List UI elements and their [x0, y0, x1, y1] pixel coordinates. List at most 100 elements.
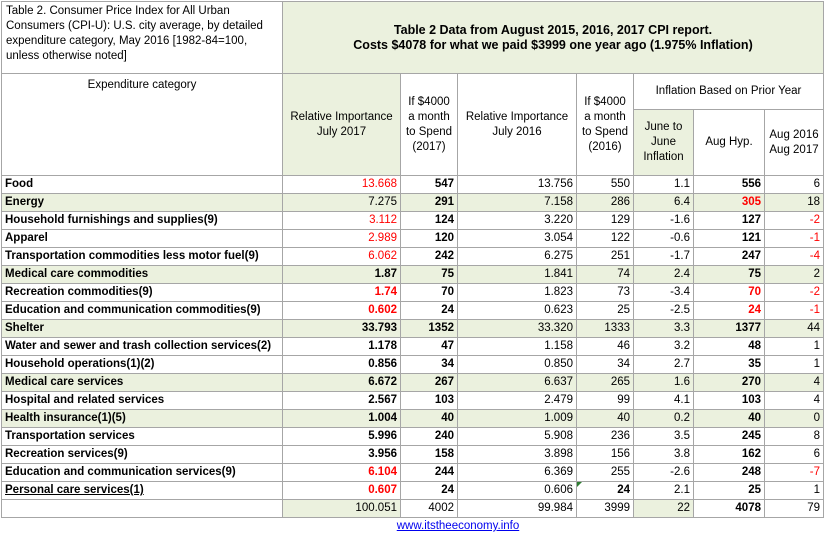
june-inflation-cell: 2.1	[633, 481, 694, 500]
spend-2016-cell: 25	[576, 301, 634, 320]
spend-2017-cell: 103	[400, 391, 458, 410]
category-cell: Health insurance(1)(5)	[1, 409, 283, 428]
rel-2017-cell: 33.793	[282, 319, 401, 338]
rel-2016-cell: 1.158	[457, 337, 577, 356]
spend-2017-cell: 240	[400, 427, 458, 446]
rel-2016-cell: 3.220	[457, 211, 577, 230]
category-cell: Hospital and related services	[1, 391, 283, 410]
spend-2017-cell: 120	[400, 229, 458, 248]
table-row: Water and sewer and trash collection ser…	[1, 337, 824, 356]
rel-2017-cell: 13.668	[282, 175, 401, 194]
table-row: Energy 7.275 291 7.158 286 6.4 305 18	[1, 193, 824, 212]
rel-2017-cell: 0.602	[282, 301, 401, 320]
aug-diff-cell: 6	[763, 445, 824, 464]
spend-2016-cell: 251	[576, 247, 634, 266]
category-cell: Medical care services	[1, 373, 283, 392]
june-inflation-cell: 4.1	[633, 391, 694, 410]
spend-2016-cell: 74	[576, 265, 634, 284]
table-row: Education and communication services(9) 6…	[1, 463, 824, 482]
header-rel-2017: Relative Importance July 2017	[282, 73, 401, 176]
rel-2017-cell: 0.607	[282, 481, 401, 500]
rel-2016-cell: 6.637	[457, 373, 577, 392]
aug-diff-cell: -2	[763, 283, 824, 302]
rel-2017-cell: 6.104	[282, 463, 401, 482]
aug-hyp-cell: 70	[693, 283, 765, 302]
june-inflation-cell: -2.6	[633, 463, 694, 482]
table-row: Household furnishings and supplies(9) 3.1…	[1, 211, 824, 230]
aug-diff-cell: 4	[763, 373, 824, 392]
category-cell: Education and communication commodities(…	[1, 301, 283, 320]
rel-2017-cell: 1.87	[282, 265, 401, 284]
spend-2016-cell: 73	[576, 283, 634, 302]
spend-2017-cell: 1352	[400, 319, 458, 338]
category-cell: Personal care services(1)	[1, 481, 283, 500]
category-cell: Apparel	[1, 229, 283, 248]
website-link[interactable]: www.itstheeconomy.info	[396, 520, 520, 532]
rel-2017-cell: 6.062	[282, 247, 401, 266]
total-aug-diff: 79	[763, 499, 824, 518]
aug-diff-cell: -2	[763, 211, 824, 230]
table-row: Apparel 2.989 120 3.054 122 -0.6 121 -1	[1, 229, 824, 248]
category-cell: Transportation services	[1, 427, 283, 446]
spend-2016-cell: 255	[576, 463, 634, 482]
june-inflation-cell: 3.3	[633, 319, 694, 338]
header-june: June to June Inflation	[633, 109, 694, 176]
category-cell: Water and sewer and trash collection ser…	[1, 337, 283, 356]
header-aug-hyp: Aug Hyp.	[693, 109, 765, 176]
aug-diff-cell: -1	[763, 229, 824, 248]
rel-2017-cell: 1.74	[282, 283, 401, 302]
aug-diff-cell: -7	[763, 463, 824, 482]
report-banner: Table 2 Data from August 2015, 2016, 201…	[281, 1, 824, 74]
spend-2016-cell: 265	[576, 373, 634, 392]
aug-diff-cell: 44	[763, 319, 824, 338]
spend-2016-cell: 236	[576, 427, 634, 446]
spend-2017-cell: 244	[400, 463, 458, 482]
aug-hyp-cell: 247	[693, 247, 765, 266]
rel-2016-cell: 1.009	[457, 409, 577, 428]
total-rel-2016: 99.984	[457, 499, 577, 518]
aug-diff-cell: 1	[763, 337, 824, 356]
aug-hyp-cell: 25	[693, 481, 765, 500]
aug-hyp-cell: 103	[693, 391, 765, 410]
june-inflation-cell: -1.6	[633, 211, 694, 230]
spend-2017-cell: 70	[400, 283, 458, 302]
aug-diff-cell: 2	[763, 265, 824, 284]
aug-diff-cell: 4	[763, 391, 824, 410]
rel-2016-cell: 13.756	[457, 175, 577, 194]
aug-diff-cell: 8	[763, 427, 824, 446]
spend-2017-cell: 24	[400, 481, 458, 500]
rel-2016-cell: 1.841	[457, 265, 577, 284]
table-row: Personal care services(1) 0.607 24 0.606 24 2…	[1, 481, 824, 500]
june-inflation-cell: -0.6	[633, 229, 694, 248]
aug-diff-cell: -1	[763, 301, 824, 320]
spend-2017-cell: 242	[400, 247, 458, 266]
aug-diff-cell: 18	[763, 193, 824, 212]
spend-2016-cell: 550	[576, 175, 634, 194]
total-june: 22	[633, 499, 694, 518]
aug-diff-cell: 6	[763, 175, 824, 194]
rel-2017-cell: 7.275	[282, 193, 401, 212]
june-inflation-cell: 3.8	[633, 445, 694, 464]
category-cell: Food	[1, 175, 283, 194]
aug-hyp-cell: 75	[693, 265, 765, 284]
spend-2017-cell: 75	[400, 265, 458, 284]
spend-2017-cell: 47	[400, 337, 458, 356]
total-aug-hyp: 4078	[693, 499, 765, 518]
aug-diff-cell: -4	[763, 247, 824, 266]
spend-2017-cell: 547	[400, 175, 458, 194]
rel-2016-cell: 3.898	[457, 445, 577, 464]
aug-hyp-cell: 40	[693, 409, 765, 428]
june-inflation-cell: -2.5	[633, 301, 694, 320]
spend-2016-cell: 40	[576, 409, 634, 428]
june-inflation-cell: -1.7	[633, 247, 694, 266]
june-inflation-cell: 3.5	[633, 427, 694, 446]
aug-diff-cell: 1	[763, 481, 824, 500]
rel-2016-cell: 0.850	[457, 355, 577, 374]
spend-2016-cell: 24	[576, 481, 634, 500]
table-row: Recreation services(9) 3.956 158 3.898 156 3.…	[1, 445, 824, 464]
rel-2016-cell: 3.054	[457, 229, 577, 248]
banner-line-2: Costs $4078 for what we paid $3999 one y…	[353, 37, 753, 52]
rel-2017-cell: 3.112	[282, 211, 401, 230]
category-cell: Household furnishings and supplies(9)	[1, 211, 283, 230]
